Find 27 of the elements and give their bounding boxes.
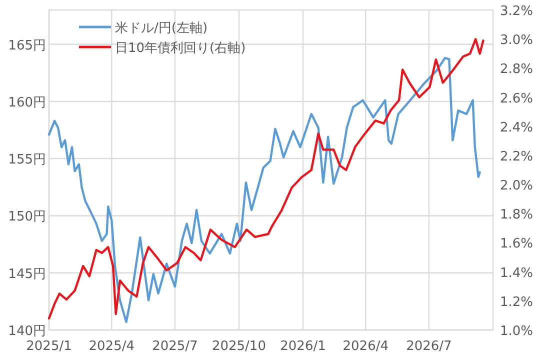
x-tick-label: 2025/4 [88, 339, 135, 354]
y-tick-label: 150円 [8, 210, 46, 225]
y2-tick-label: 1.8% [500, 208, 534, 223]
x-tick-label: 2026/7 [406, 339, 452, 354]
y2-tick-label: 3.0% [500, 33, 534, 48]
y-tick-label: 165円 [8, 38, 46, 54]
y-tick-label: 145円 [8, 266, 46, 282]
y2-tick-label: 2.2% [500, 149, 534, 164]
y2-tick-label: 3.2% [500, 4, 534, 19]
x-tick-label: 2025/7 [152, 339, 198, 354]
x-tick-label: 2026/4 [342, 339, 389, 354]
y-tick-label: 155円 [8, 152, 46, 168]
x-tick-label: 2026/1 [280, 339, 326, 354]
legend-label: 米ドル/円(左軸) [115, 21, 208, 36]
y-tick-label: 140円 [8, 324, 46, 339]
x-tick-label: 2025/10 [212, 339, 266, 354]
y2-tick-label: 1.0% [500, 324, 534, 339]
y-tick-label: 160円 [8, 95, 46, 110]
legend-label: 日10年債利回り(右軸) [115, 41, 246, 56]
y2-tick-label: 2.8% [500, 62, 534, 78]
y2-tick-label: 2.0% [500, 178, 534, 194]
y2-tick-label: 1.4% [500, 266, 534, 281]
x-tick-label: 2025/1 [26, 339, 72, 354]
y2-tick-label: 1.2% [500, 294, 534, 310]
y2-tick-label: 2.6% [500, 91, 534, 106]
y2-tick-label: 1.6% [500, 236, 534, 252]
y2-tick-label: 2.4% [500, 120, 534, 136]
